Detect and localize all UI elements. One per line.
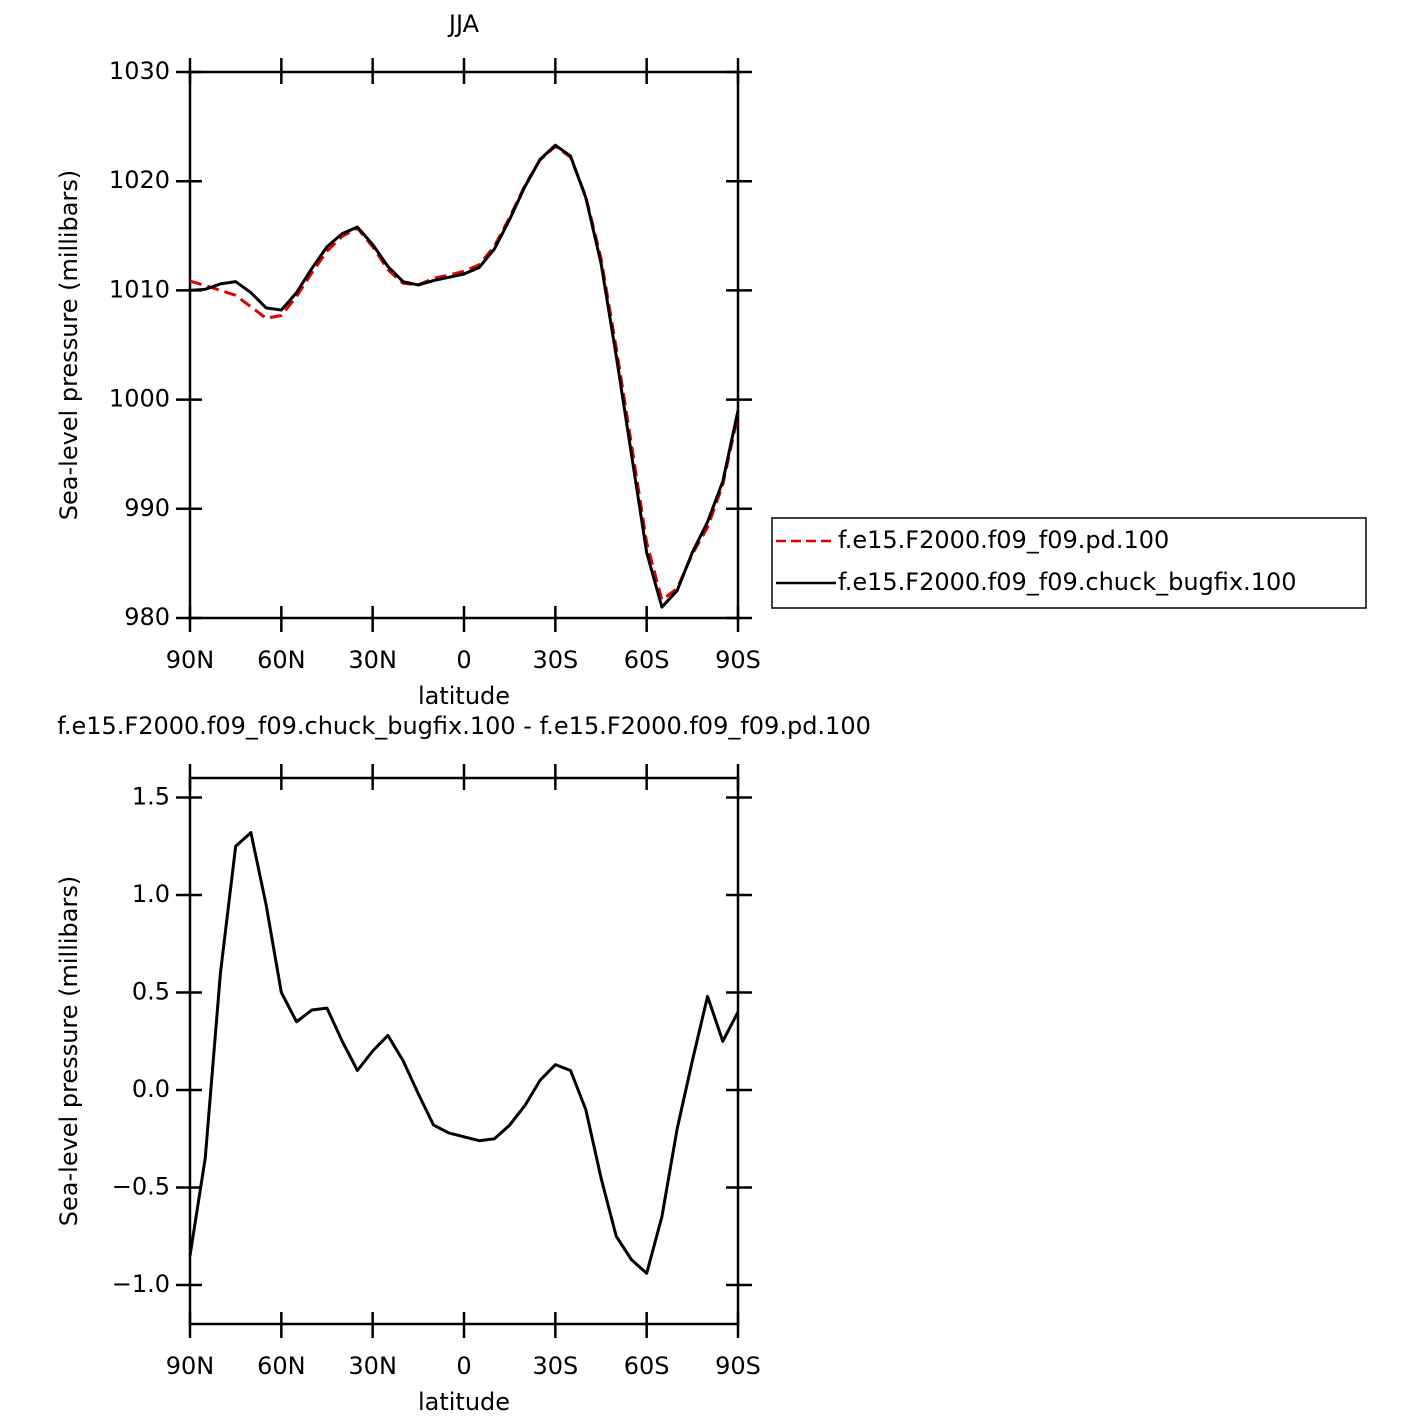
y-tick-label: 1000 (109, 385, 170, 413)
x-tick-label: 90S (715, 646, 761, 674)
plot-frame (188, 70, 740, 620)
x-tick-label: 90N (166, 646, 215, 674)
y-tick-label: 1.0 (132, 880, 170, 908)
x-tick-label: 60N (257, 1352, 306, 1380)
x-tick-label: 90N (166, 1352, 215, 1380)
legend-label: f.e15.F2000.f09_f09.chuck_bugfix.100 (838, 568, 1297, 596)
x-tick-label: 30N (348, 646, 397, 674)
legend-box (771, 517, 1367, 609)
y-tick-label: 0.5 (132, 978, 170, 1006)
y-axis-label: Sea-level pressure (millibars) (55, 876, 83, 1226)
y-tick-label: 0.0 (132, 1075, 170, 1103)
x-tick-label: 30N (348, 1352, 397, 1380)
data-line (189, 144, 740, 602)
y-tick-label: 990 (124, 494, 170, 522)
x-tick-label: 60S (624, 646, 670, 674)
y-tick-label: 1010 (109, 275, 170, 303)
x-axis-label: latitude (418, 1388, 510, 1416)
y-tick-label: 1020 (109, 166, 170, 194)
y-tick-label: 1030 (109, 57, 170, 85)
x-axis-label: latitude (418, 682, 510, 710)
x-tick-label: 30S (532, 1352, 578, 1380)
x-tick-label: 60S (624, 1352, 670, 1380)
x-tick-label: 60N (257, 646, 306, 674)
y-tick-label: 980 (124, 603, 170, 631)
x-tick-label: 0 (456, 1352, 471, 1380)
data-line (189, 143, 740, 609)
x-tick-label: 0 (456, 646, 471, 674)
chart-title: JJA (447, 10, 480, 38)
y-axis-label: Sea-level pressure (millibars) (55, 170, 83, 520)
y-tick-label: 1.5 (132, 783, 170, 811)
legend-label: f.e15.F2000.f09_f09.pd.100 (838, 526, 1169, 554)
x-tick-label: 90S (715, 1352, 761, 1380)
chart-title: f.e15.F2000.f09_f09.chuck_bugfix.100 - f… (57, 712, 871, 740)
y-tick-label: −1.0 (112, 1270, 170, 1298)
x-tick-label: 30S (532, 646, 578, 674)
y-tick-label: −0.5 (112, 1173, 170, 1201)
data-line (188, 831, 740, 1275)
